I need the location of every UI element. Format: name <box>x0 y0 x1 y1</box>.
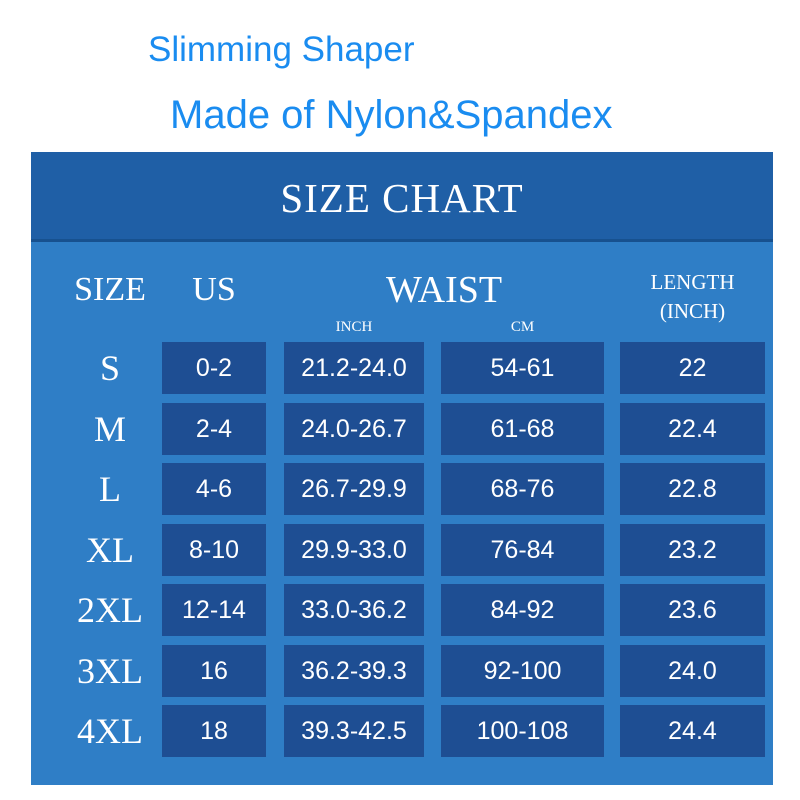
us-cell: 2-4 <box>162 403 266 455</box>
waist-cm-cell: 100-108 <box>441 705 604 757</box>
size-label: L <box>99 469 121 509</box>
waist-inch-cell: 26.7-29.9 <box>284 463 424 515</box>
size-label: 3XL <box>77 651 143 691</box>
size-label: XL <box>86 530 134 570</box>
us-cell: 16 <box>162 645 266 697</box>
us-cell: 18 <box>162 705 266 757</box>
length-cell: 24.0 <box>620 645 765 697</box>
waist-cm-cell: 68-76 <box>441 463 604 515</box>
column-header-waist: WAIST <box>385 269 503 311</box>
waist-cm-cell: 61-68 <box>441 403 604 455</box>
column-header-length: LENGTH <box>650 270 735 294</box>
size-chart-title: SIZE CHART <box>280 175 524 221</box>
us-cell: 4-6 <box>162 463 266 515</box>
us-cell: 0-2 <box>162 342 266 394</box>
column-subheader-cm: CM <box>510 319 535 335</box>
waist-inch-cell: 24.0-26.7 <box>284 403 424 455</box>
size-label: S <box>99 348 121 388</box>
waist-inch-cell: 36.2-39.3 <box>284 645 424 697</box>
length-cell: 22.4 <box>620 403 765 455</box>
size-label: 2XL <box>77 590 143 630</box>
column-header-length-unit: (INCH) <box>659 299 726 323</box>
waist-inch-cell: 21.2-24.0 <box>284 342 424 394</box>
material-subtitle: Made of Nylon&Spandex <box>170 93 613 137</box>
waist-cm-cell: 54-61 <box>441 342 604 394</box>
size-label: 4XL <box>77 711 143 751</box>
waist-inch-cell: 39.3-42.5 <box>284 705 424 757</box>
waist-cm-cell: 92-100 <box>441 645 604 697</box>
waist-inch-cell: 29.9-33.0 <box>284 524 424 576</box>
length-cell: 24.4 <box>620 705 765 757</box>
column-subheader-inch: INCH <box>335 319 373 335</box>
us-cell: 8-10 <box>162 524 266 576</box>
size-chart-header: SIZE CHART <box>31 152 773 242</box>
waist-inch-cell: 33.0-36.2 <box>284 584 424 636</box>
length-cell: 22.8 <box>620 463 765 515</box>
waist-cm-cell: 84-92 <box>441 584 604 636</box>
column-header-size: SIZE <box>74 271 146 308</box>
size-chart: SIZE CHART SIZE US WAIST INCH CM LENGTH … <box>31 152 773 785</box>
length-cell: 22 <box>620 342 765 394</box>
waist-cm-cell: 76-84 <box>441 524 604 576</box>
length-cell: 23.6 <box>620 584 765 636</box>
column-header-us: US <box>192 271 236 308</box>
us-cell: 12-14 <box>162 584 266 636</box>
length-cell: 23.2 <box>620 524 765 576</box>
size-label: M <box>93 409 126 449</box>
product-title: Slimming Shaper <box>148 30 415 69</box>
